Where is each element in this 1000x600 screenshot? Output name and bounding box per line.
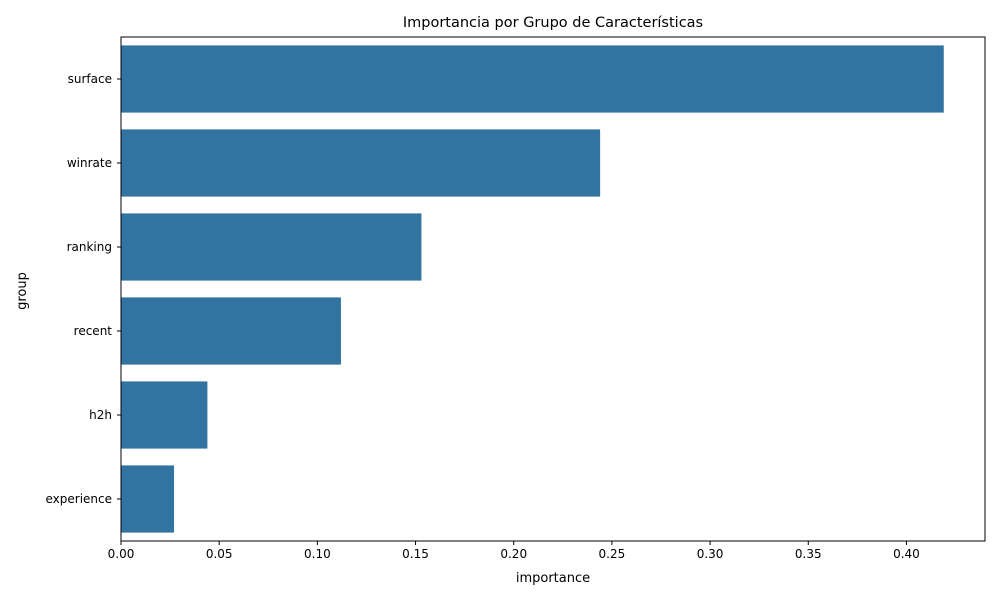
- y-tick-label: ranking: [67, 240, 112, 254]
- x-tick-label: 0.35: [795, 547, 822, 561]
- bar-surface: [121, 45, 944, 113]
- bars: [121, 45, 944, 533]
- y-tick-label: recent: [74, 324, 113, 338]
- bar-winrate: [121, 129, 601, 197]
- x-tick-label: 0.25: [599, 547, 626, 561]
- x-tick-label: 0.10: [304, 547, 331, 561]
- y-axis-label: group: [15, 272, 30, 310]
- x-axis-label: importance: [516, 571, 590, 586]
- x-axis-ticks: 0.00 0.05 0.10 0.15 0.20 0.25 0.30 0.35 0.40: [108, 541, 920, 561]
- x-tick-label: 0.20: [500, 547, 527, 561]
- bar-ranking: [121, 213, 422, 281]
- x-tick-label: 0.30: [697, 547, 724, 561]
- x-tick-label: 0.40: [893, 547, 920, 561]
- y-tick-label: experience: [45, 492, 112, 506]
- x-tick-label: 0.15: [402, 547, 429, 561]
- plot-frame: [120, 36, 986, 542]
- chart-title: Importancia por Grupo de Características: [403, 15, 703, 31]
- bar-experience: [121, 465, 175, 533]
- bar-h2h: [121, 381, 208, 449]
- y-tick-label: h2h: [89, 408, 112, 422]
- y-tick-label: surface: [68, 72, 112, 86]
- bar-recent: [121, 297, 341, 365]
- y-tick-label: winrate: [67, 156, 112, 170]
- x-tick-label: 0.05: [206, 547, 233, 561]
- y-axis-ticks: surface winrate ranking recent h2h experience: [45, 72, 121, 506]
- x-tick-label: 0.00: [108, 547, 135, 561]
